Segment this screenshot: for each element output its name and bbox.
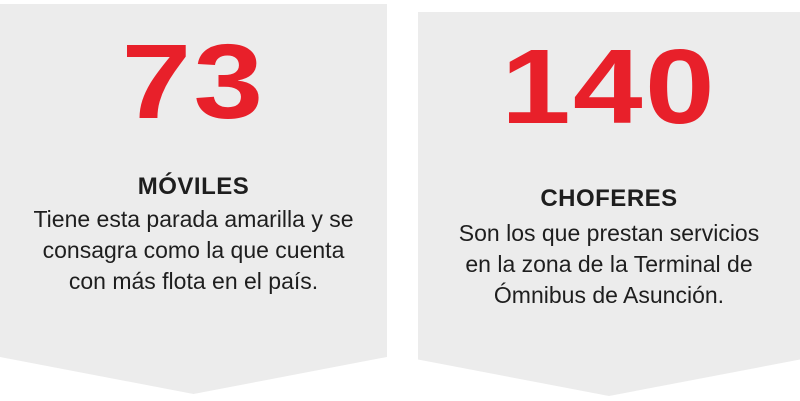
stat-description: Son los que prestan servicios en la zona… (458, 220, 760, 308)
stat-number: 73 (121, 23, 266, 141)
stat-card-moviles: 73 MÓVILES Tiene esta parada amarilla y … (0, 4, 387, 394)
stat-title: MÓVILES (137, 173, 250, 200)
stat-number: 140 (501, 28, 717, 146)
stat-title: CHOFERES (540, 185, 678, 212)
stat-description: Tiene esta parada amarilla y se consagra… (33, 206, 354, 294)
stat-card-choferes: 140 CHOFERES Son los que prestan servici… (418, 12, 800, 396)
